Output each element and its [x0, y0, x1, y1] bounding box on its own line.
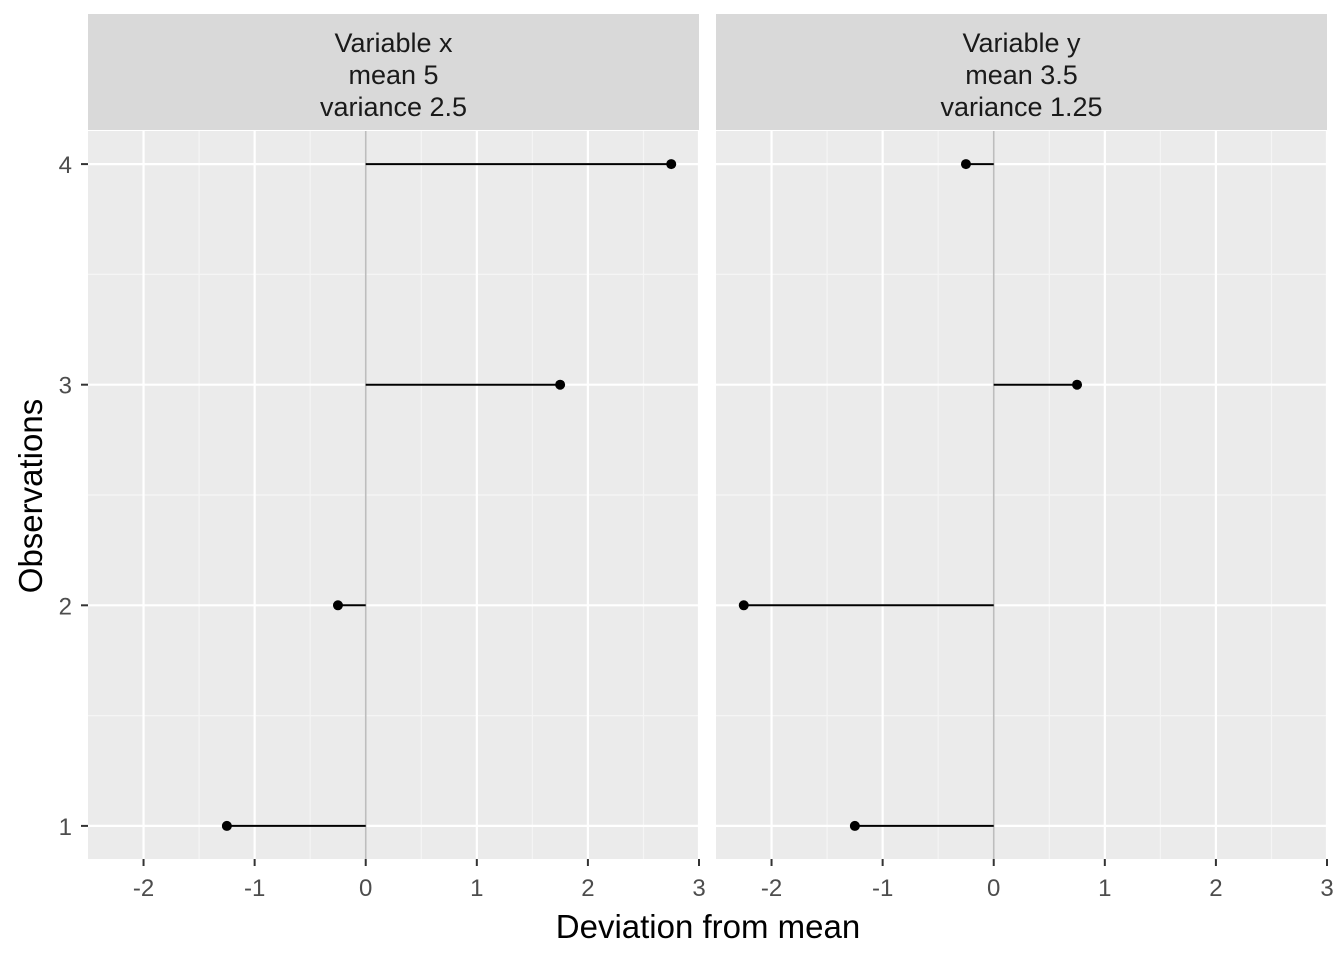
- data-point: [849, 820, 860, 831]
- x-axis-title: Deviation from mean: [556, 908, 860, 945]
- strip-label: variance 1.25: [940, 92, 1102, 122]
- x-tick-label: 3: [692, 875, 705, 902]
- x-tick-label: -1: [872, 875, 893, 902]
- y-axis: 1 2 3 4: [59, 152, 88, 841]
- data-point: [1072, 379, 1083, 390]
- strip-label: mean 3.5: [965, 60, 1078, 90]
- x-tick-label: -1: [244, 875, 265, 902]
- y-tick-label: 1: [59, 814, 72, 841]
- x-tick-label: 3: [1320, 875, 1333, 902]
- x-tick-label: 1: [470, 875, 483, 902]
- x-tick-label: 2: [1209, 875, 1222, 902]
- x-tick-label: -2: [761, 875, 782, 902]
- y-tick-label: 4: [59, 152, 72, 179]
- x-tick-label: 1: [1098, 875, 1111, 902]
- data-point: [332, 600, 343, 611]
- x-tick-label: -2: [133, 875, 154, 902]
- strip-label: Variable x: [334, 28, 453, 58]
- y-tick-label: 2: [59, 593, 72, 620]
- x-tick-label: 0: [987, 875, 1000, 902]
- facet-strip: [716, 14, 1327, 130]
- data-point: [221, 820, 232, 831]
- data-point: [666, 159, 677, 170]
- data-point: [738, 600, 749, 611]
- y-axis-title: Observations: [12, 399, 49, 593]
- strip-label: Variable y: [962, 28, 1081, 58]
- y-tick-label: 3: [59, 373, 72, 400]
- x-tick-label: 2: [581, 875, 594, 902]
- data-point: [960, 159, 971, 170]
- facet-strip: [88, 14, 699, 130]
- strip-label: mean 5: [348, 60, 438, 90]
- strip-label: variance 2.5: [320, 92, 467, 122]
- data-point: [555, 379, 566, 390]
- x-tick-label: 0: [359, 875, 372, 902]
